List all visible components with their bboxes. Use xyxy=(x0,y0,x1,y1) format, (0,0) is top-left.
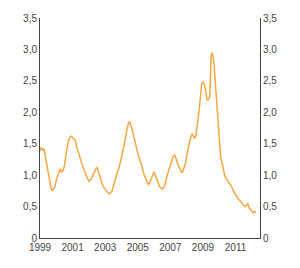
svg-text:0,5: 0,5 xyxy=(263,201,277,212)
svg-text:2007: 2007 xyxy=(159,242,182,253)
svg-text:2011: 2011 xyxy=(225,242,247,253)
svg-text:0: 0 xyxy=(31,233,37,244)
svg-text:2005: 2005 xyxy=(127,242,150,253)
svg-text:3,5: 3,5 xyxy=(263,13,277,24)
svg-text:3,0: 3,0 xyxy=(23,44,37,55)
svg-text:2,5: 2,5 xyxy=(263,75,277,86)
svg-text:2003: 2003 xyxy=(94,242,117,253)
svg-text:2,0: 2,0 xyxy=(263,107,277,118)
svg-text:3,5: 3,5 xyxy=(23,13,37,24)
svg-text:1,0: 1,0 xyxy=(263,170,277,181)
svg-text:1,5: 1,5 xyxy=(263,138,277,149)
svg-text:3,0: 3,0 xyxy=(263,44,277,55)
svg-text:2009: 2009 xyxy=(192,242,215,253)
svg-text:1,5: 1,5 xyxy=(23,138,37,149)
svg-text:1999: 1999 xyxy=(29,242,52,253)
svg-text:1,0: 1,0 xyxy=(23,170,37,181)
svg-text:0: 0 xyxy=(263,233,269,244)
svg-text:2,0: 2,0 xyxy=(23,107,37,118)
svg-text:0,5: 0,5 xyxy=(23,201,37,212)
svg-text:2,5: 2,5 xyxy=(23,75,37,86)
svg-text:2001: 2001 xyxy=(61,242,84,253)
